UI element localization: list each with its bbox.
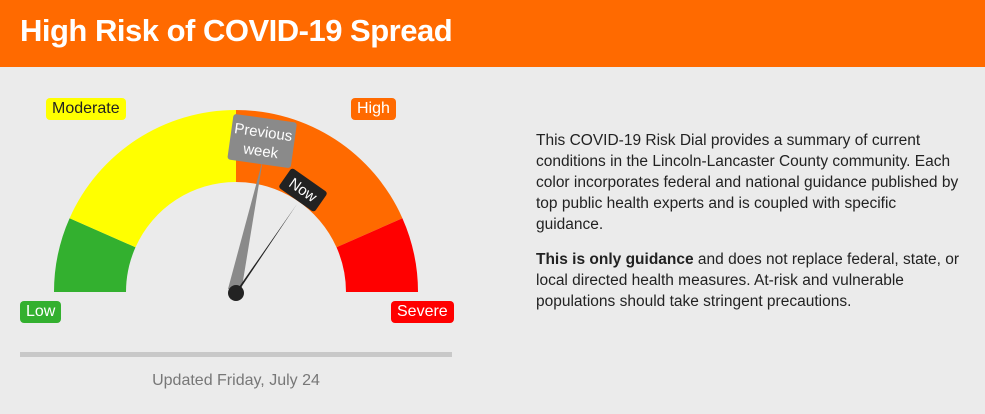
guidance-text: and does not replace federal, state, or … — [536, 251, 960, 310]
dial-segment-moderate — [69, 110, 236, 248]
dial-segment-low — [53, 218, 136, 292]
previous-week-needle — [228, 159, 263, 293]
dial-segment-severe — [336, 218, 418, 292]
previous-week-label-line2: week — [241, 140, 280, 162]
moderate-label: Moderate — [46, 98, 126, 120]
updated-date: Updated Friday, July 24 — [152, 372, 320, 389]
header-banner: High Risk of COVID-19 Spread — [0, 0, 985, 67]
high-label: High — [351, 98, 396, 120]
severe-label: Severe — [391, 301, 454, 323]
divider — [20, 352, 452, 357]
risk-dial: Previous week Now Moderate High Low Seve… — [0, 67, 470, 414]
description-paragraph-2: This is only guidance and does not repla… — [536, 249, 966, 312]
needle-hub — [228, 285, 244, 301]
previous-week-tag: Previous week — [227, 114, 297, 168]
now-needle — [230, 204, 297, 300]
description-paragraph-1: This COVID-19 Risk Dial provides a summa… — [536, 132, 959, 233]
page-title: High Risk of COVID-19 Spread — [20, 13, 453, 48]
guidance-emphasis: This is only guidance — [536, 251, 694, 268]
description: This COVID-19 Risk Dial provides a summa… — [536, 130, 966, 326]
low-label: Low — [20, 301, 62, 323]
dial-graphic: Previous week Now — [53, 110, 418, 301]
